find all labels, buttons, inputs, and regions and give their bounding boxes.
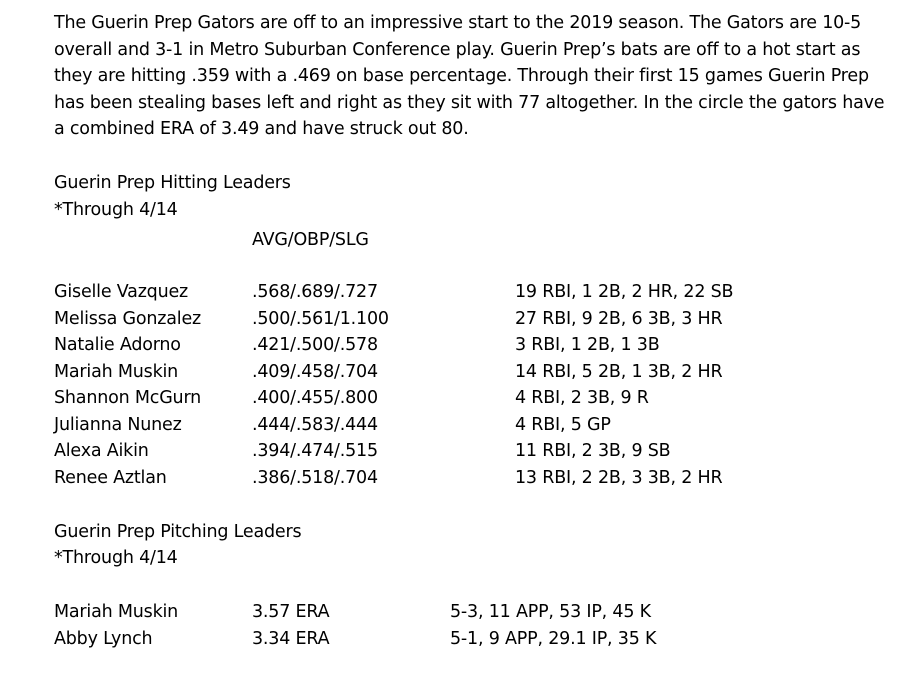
player-stats: 4 RBI, 2 3B, 9 R (515, 388, 649, 408)
hitting-column-header: AVG/OBP/SLG (252, 230, 369, 250)
player-name: Mariah Muskin (54, 361, 179, 382)
pitcher-stats: 5-3, 11 APP, 53 IP, 45 K (450, 602, 651, 622)
player-name: Julianna Nunez (54, 414, 182, 435)
table-row: Renee Aztlan .386/.518/.704 13 RBI, 2 2B… (0, 465, 915, 492)
table-row: Natalie Adorno .421/.500/.578 3 RBI, 1 2… (0, 332, 915, 359)
hitting-through-date: *Through 4/14 (54, 200, 178, 220)
slash-line: .500/.561/1.100 (252, 308, 389, 329)
intro-line: The Guerin Prep Gators are off to an imp… (54, 13, 862, 33)
slash-line: .421/.500/.578 (252, 335, 378, 355)
table-row: Julianna Nunez .444/.583/.444 4 RBI, 5 G… (0, 412, 915, 439)
player-name: Giselle Vazquez (54, 282, 189, 302)
player-stats: 4 RBI, 5 GP (515, 414, 611, 435)
pitcher-name: Abby Lynch (54, 628, 153, 649)
player-name: Shannon McGurn (54, 388, 202, 408)
intro-line: has been stealing bases left and right a… (54, 92, 885, 113)
player-stats: 14 RBI, 5 2B, 1 3B, 2 HR (515, 361, 723, 382)
intro-paragraph: The Guerin Prep Gators are off to an imp… (54, 10, 914, 143)
player-stats: 11 RBI, 2 3B, 9 SB (515, 441, 671, 461)
table-row: Shannon McGurn .400/.455/.800 4 RBI, 2 3… (0, 385, 915, 412)
player-stats: 19 RBI, 1 2B, 2 HR, 22 SB (515, 282, 734, 302)
slash-line: .444/.583/.444 (252, 414, 378, 435)
player-stats: 3 RBI, 1 2B, 1 3B (515, 335, 660, 355)
player-name: Renee Aztlan (54, 467, 167, 488)
table-row: Abby Lynch 3.34 ERA 5-1, 9 APP, 29.1 IP,… (0, 626, 915, 653)
player-name: Alexa Aikin (54, 441, 149, 461)
hitting-leaders-title: Guerin Prep Hitting Leaders (54, 173, 291, 193)
pitching-through-date: *Through 4/14 (54, 548, 178, 568)
pitcher-era: 3.34 ERA (252, 628, 330, 649)
pitcher-name: Mariah Muskin (54, 602, 179, 622)
intro-line: a combined ERA of 3.49 and have struck o… (54, 119, 469, 139)
slash-line: .568/.689/.727 (252, 282, 378, 302)
slash-line: .394/.474/.515 (252, 441, 378, 461)
intro-line: overall and 3-1 in Metro Suburban Confer… (54, 39, 861, 60)
table-row: Giselle Vazquez .568/.689/.727 19 RBI, 1… (0, 279, 915, 306)
slash-line: .386/.518/.704 (252, 467, 378, 488)
table-row: Melissa Gonzalez .500/.561/1.100 27 RBI,… (0, 306, 915, 333)
player-name: Natalie Adorno (54, 335, 181, 355)
slash-line: .400/.455/.800 (252, 388, 378, 408)
table-row: Mariah Muskin 3.57 ERA 5-3, 11 APP, 53 I… (0, 599, 915, 626)
player-stats: 13 RBI, 2 2B, 3 3B, 2 HR (515, 467, 723, 488)
pitching-leaders-title: Guerin Prep Pitching Leaders (54, 522, 302, 542)
table-row: Alexa Aikin .394/.474/.515 11 RBI, 2 3B,… (0, 438, 915, 465)
pitcher-era: 3.57 ERA (252, 602, 330, 622)
player-stats: 27 RBI, 9 2B, 6 3B, 3 HR (515, 308, 723, 329)
pitcher-stats: 5-1, 9 APP, 29.1 IP, 35 K (450, 628, 657, 649)
intro-line: they are hitting .359 with a .469 on bas… (54, 66, 869, 86)
table-row: Mariah Muskin .409/.458/.704 14 RBI, 5 2… (0, 359, 915, 386)
player-name: Melissa Gonzalez (54, 308, 201, 329)
slash-line: .409/.458/.704 (252, 361, 378, 382)
